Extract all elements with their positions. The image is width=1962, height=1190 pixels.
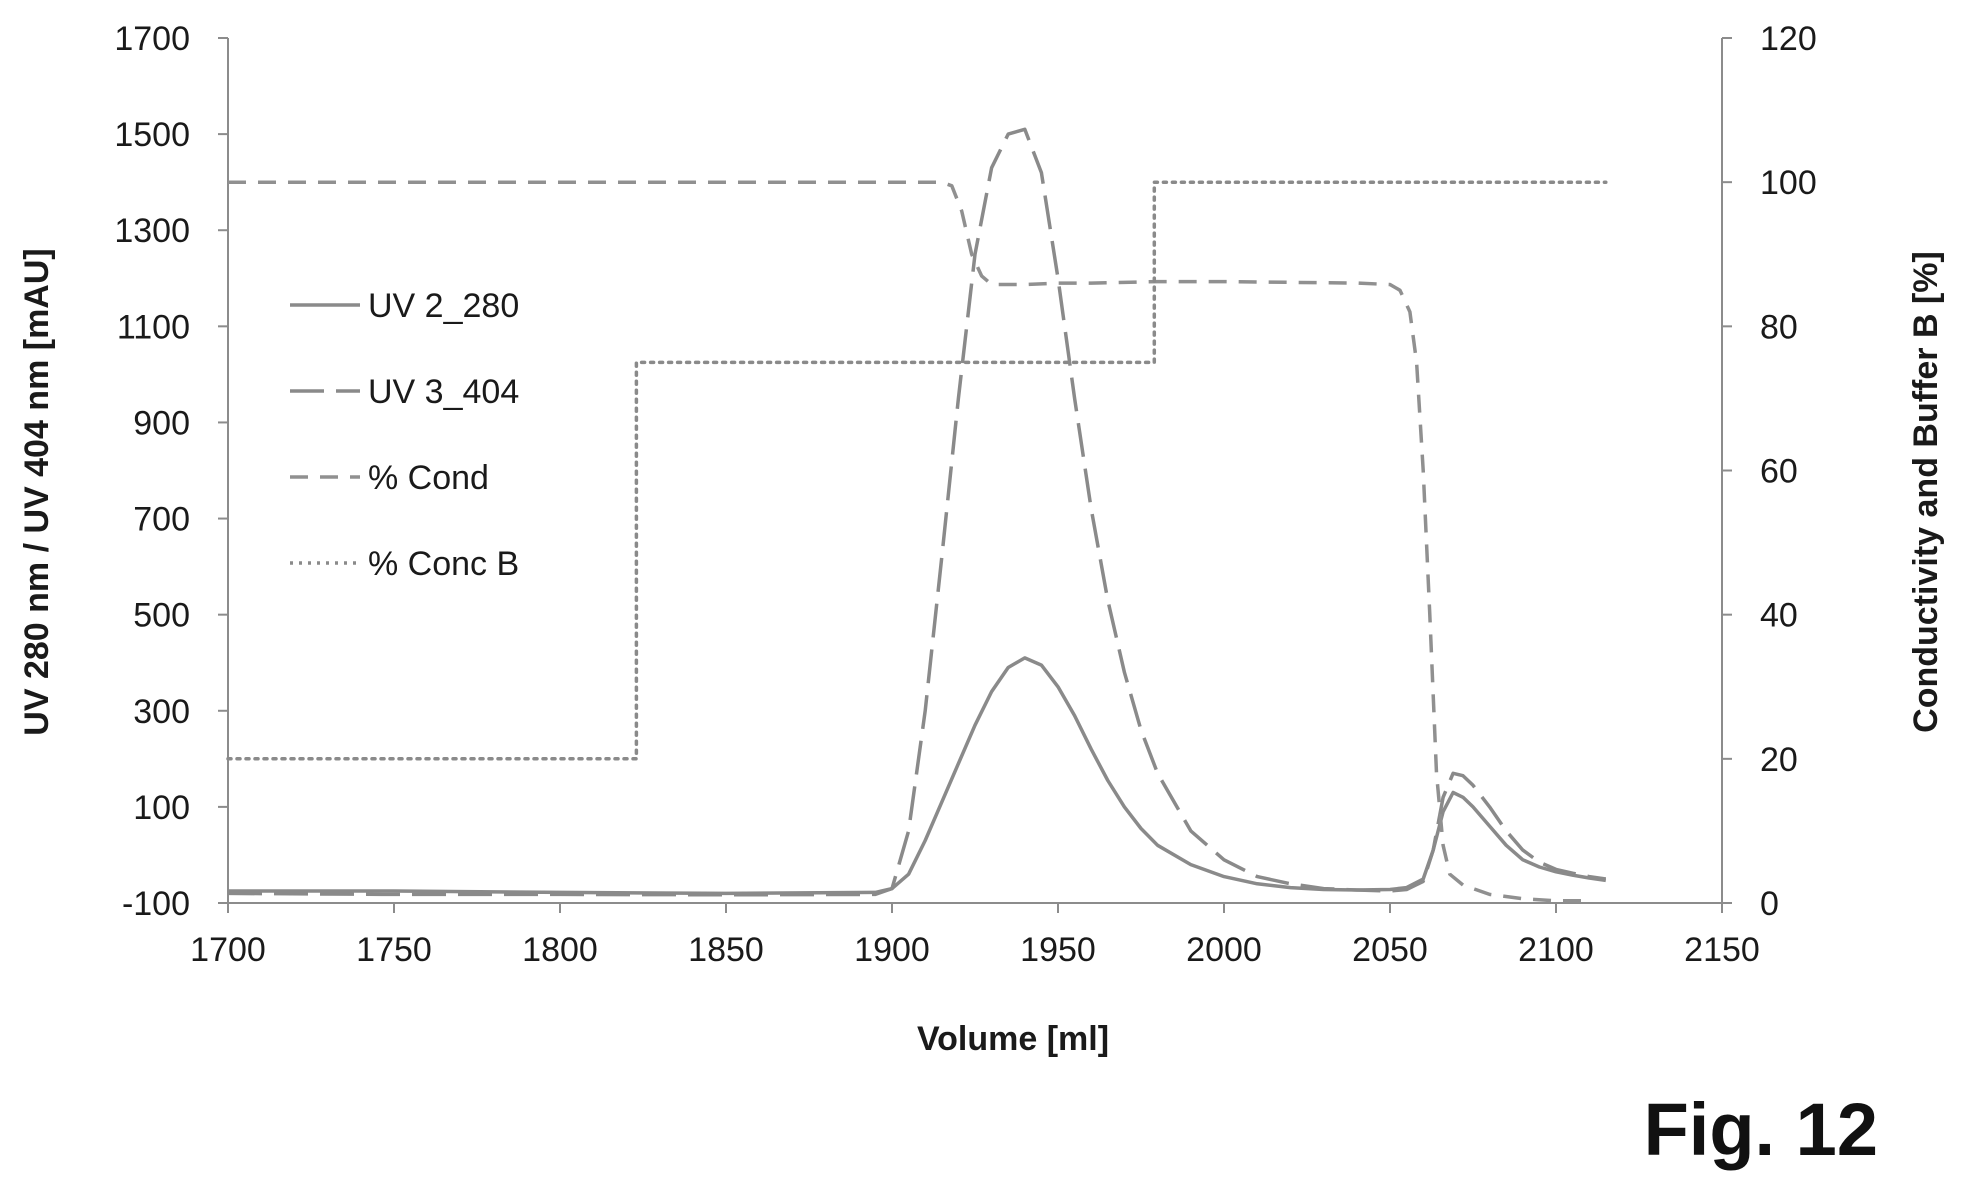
x-tick-label: 2150	[1684, 931, 1760, 969]
left-y-tick-label: 1700	[114, 20, 190, 58]
left-y-axis-title: UV 280 nm / UV 404 nm [mAU]	[18, 248, 56, 735]
left-y-tick-label: 1300	[114, 212, 190, 250]
legend: UV 2_280 UV 3_404 % Cond % Conc B	[290, 287, 519, 583]
x-tick-label: 2000	[1186, 931, 1262, 969]
x-tick-label: 1900	[854, 931, 930, 969]
legend-label: UV 2_280	[368, 287, 519, 325]
right-y-tick-label: 60	[1760, 453, 1798, 491]
series-layer	[226, 127, 1608, 903]
series-line-conc-b	[226, 180, 1608, 761]
right-y-axis-ticks: 120 100 80 60 40 20 0	[1722, 20, 1817, 923]
right-y-tick-label: 80	[1760, 308, 1798, 346]
legend-label: UV 3_404	[368, 373, 519, 411]
left-y-tick-label: 500	[133, 597, 190, 635]
right-y-tick-label: 100	[1760, 164, 1817, 202]
x-tick-label: 2050	[1352, 931, 1428, 969]
x-axis-ticks: 1700 1750 1800 1850 1900 1950 2000 2050 2100 2150	[190, 903, 1760, 969]
left-y-tick-label: 1100	[117, 308, 190, 346]
x-tick-label: 1800	[522, 931, 598, 969]
left-y-tick-label: 1500	[114, 116, 190, 154]
x-tick-label: 1700	[190, 931, 266, 969]
legend-label: % Cond	[368, 459, 489, 497]
left-y-tick-label: -100	[122, 885, 190, 923]
right-y-axis-title: Conductivity and Buffer B [%]	[1907, 251, 1945, 733]
series-line-uv-2-280	[228, 656, 1607, 896]
series-line-uv-3-404	[227, 127, 1607, 897]
left-y-tick-label: 300	[133, 693, 190, 731]
x-axis-title: Volume [ml]	[917, 1020, 1109, 1058]
left-y-tick-label: 100	[133, 789, 190, 827]
series-line-cond	[228, 180, 1590, 903]
x-tick-label: 1950	[1020, 931, 1096, 969]
x-tick-label: 1750	[356, 931, 432, 969]
right-y-tick-label: 40	[1760, 597, 1798, 635]
left-y-axis-ticks: 1700 1500 1300 1100 900 700 500 300 100 -100	[114, 20, 228, 923]
x-tick-label: 2100	[1518, 931, 1594, 969]
right-y-tick-label: 120	[1760, 20, 1817, 58]
legend-label: % Conc B	[368, 545, 519, 583]
right-y-tick-label: 20	[1760, 741, 1798, 779]
x-tick-label: 1850	[688, 931, 764, 969]
right-y-tick-label: 0	[1760, 885, 1779, 923]
left-y-tick-label: 700	[133, 501, 190, 539]
left-y-tick-label: 900	[133, 404, 190, 442]
figure-label: Fig. 12	[1644, 1088, 1878, 1171]
